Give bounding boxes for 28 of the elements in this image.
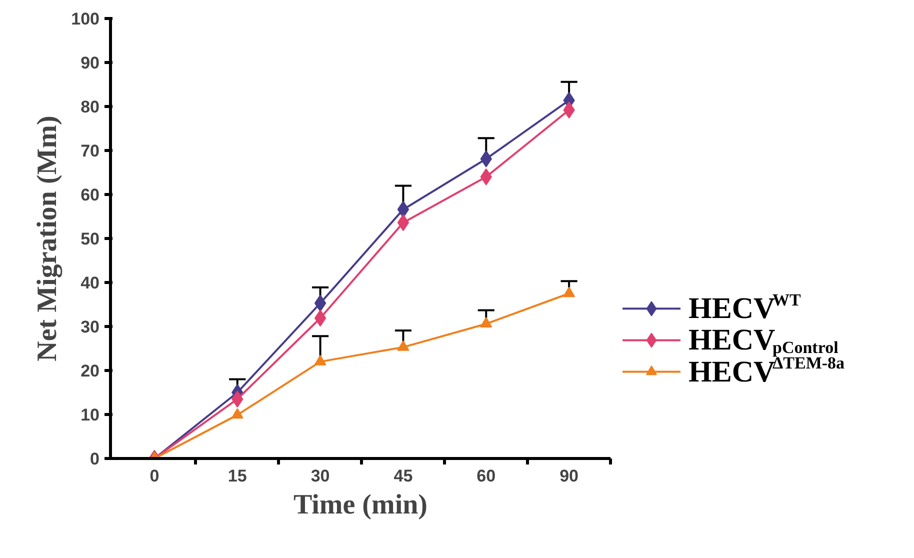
x-axis-title: Time (min) [293,490,428,520]
point [563,286,576,298]
x-tick-label: 30 [310,466,330,486]
y-tick-label: 70 [80,142,100,160]
y-tick-label: 90 [80,54,100,72]
x-tick-label: 90 [560,466,579,486]
point [480,317,492,328]
y-axis-title: Net Migration (Mm) [32,116,64,362]
y-tick-label: 20 [80,362,100,380]
x-tick-label: 15 [228,466,247,486]
point [397,340,410,351]
y-tick-label: 100 [71,10,100,28]
point [314,310,326,327]
y-tick-label: 40 [80,274,100,292]
x-tick-label: 60 [476,466,496,486]
y-tick-label: 10 [80,406,100,424]
x-tick-label: 0 [150,466,160,486]
y-tick-label: 80 [80,98,100,116]
point [397,214,410,232]
y-tick-label: 30 [80,318,100,336]
y-tick-label: 60 [80,186,100,204]
point [397,200,410,218]
point [231,408,244,419]
point [314,354,326,366]
y-tick-label: 0 [90,450,100,468]
y-tick-label: 50 [80,230,100,248]
x-tick-label: 45 [394,466,413,486]
point [314,294,326,312]
